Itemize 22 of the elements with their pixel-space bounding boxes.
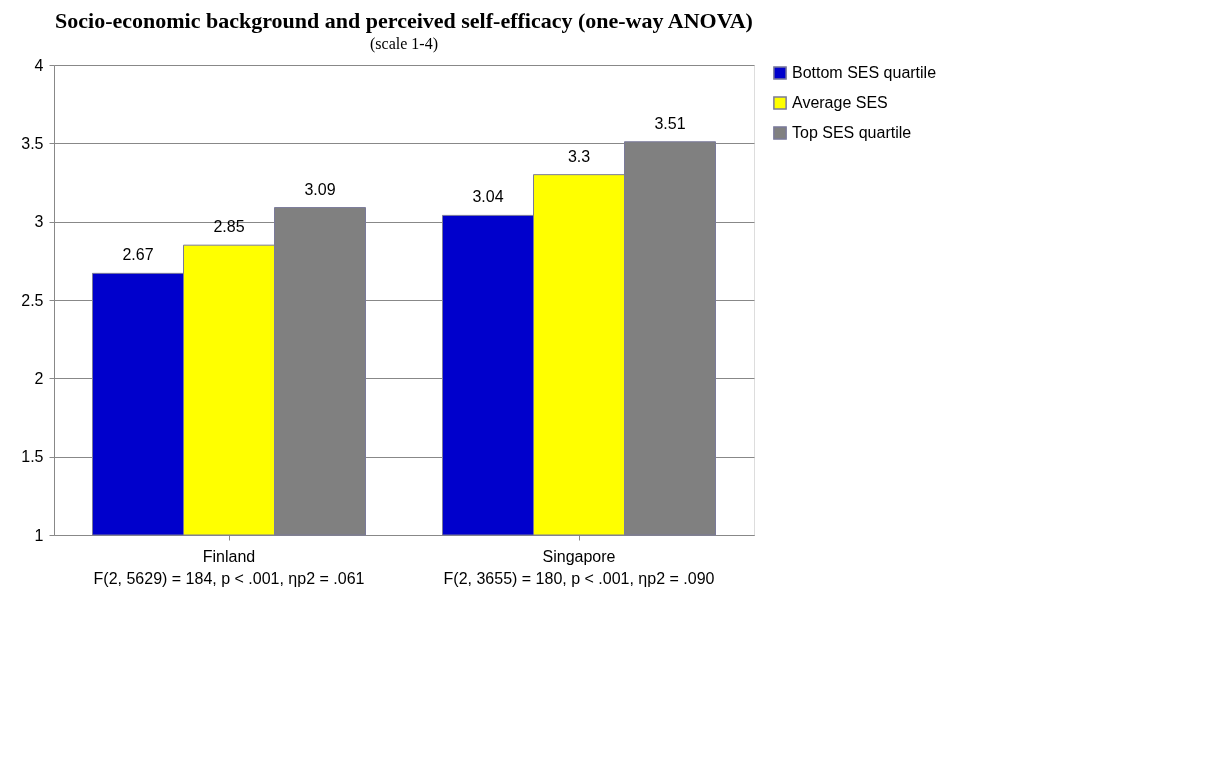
- y-tick-label: 2.5: [21, 291, 44, 309]
- data-label: 3.51: [654, 114, 686, 132]
- chart-subtitle: (scale 1-4): [370, 35, 438, 53]
- y-tick-label: 1: [34, 526, 44, 544]
- text: F(2, 5629) = 184, p < .001, ηp2 = .061: [93, 570, 365, 587]
- data-label: 2.85: [213, 218, 245, 236]
- y-tick-label: 4: [34, 56, 44, 74]
- data-label: 3.3: [567, 147, 591, 165]
- y-tick-label: 3.5: [21, 134, 44, 152]
- y-tick-label: 3: [34, 213, 44, 231]
- legend-label: Bottom SES quartile: [792, 64, 937, 81]
- x-tick-label: Finland: [202, 547, 256, 565]
- chart-title: Socio-economic background and perceived self-efficacy (one-way ANOVA): [55, 8, 753, 33]
- x-tick-label: Singapore: [542, 547, 616, 565]
- data-label: 3.09: [304, 180, 336, 198]
- data-label: 3.04: [472, 188, 504, 206]
- legend-label: Top SES quartile: [792, 124, 912, 141]
- data-label: 2.67: [122, 246, 154, 264]
- text: F(2, 3655) = 180, p < .001, ηp2 = .090: [443, 570, 715, 587]
- y-tick-label: 1.5: [21, 448, 44, 466]
- legend-label: Average SES: [792, 94, 888, 111]
- y-tick-label: 2: [34, 369, 44, 387]
